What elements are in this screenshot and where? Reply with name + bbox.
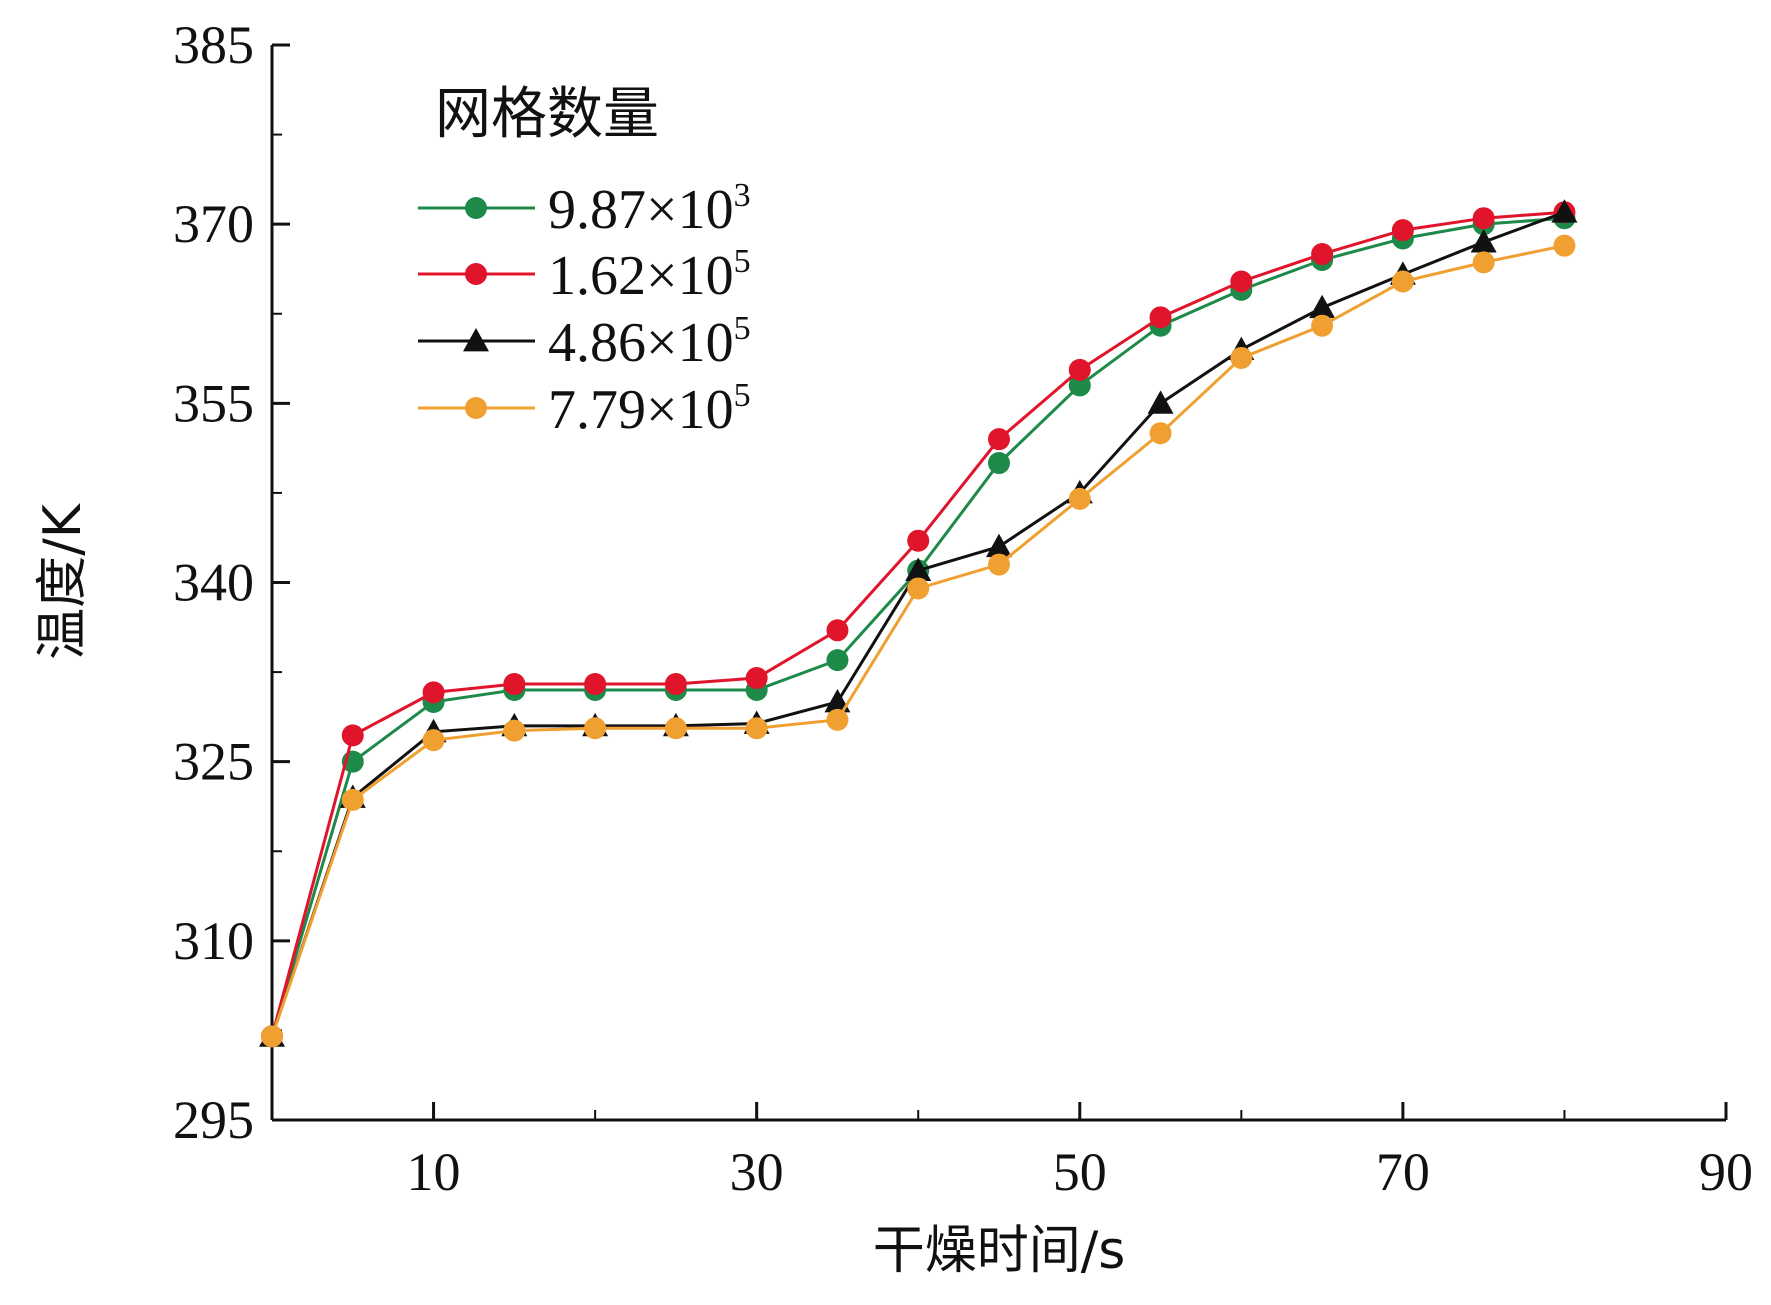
data-point bbox=[988, 553, 1010, 576]
y-tick-label: 325 bbox=[173, 732, 254, 792]
data-point bbox=[986, 533, 1012, 558]
data-point bbox=[341, 724, 364, 747]
data-point bbox=[824, 688, 851, 713]
axes bbox=[270, 45, 1726, 1122]
data-point bbox=[1230, 270, 1253, 293]
legend-swatch-marker bbox=[465, 263, 487, 285]
x-tick-label: 30 bbox=[730, 1142, 784, 1202]
data-point bbox=[664, 673, 687, 696]
legend-item: 1.62×105 bbox=[418, 243, 751, 307]
x-axis-label: 干燥时间/s bbox=[873, 1221, 1126, 1281]
data-point bbox=[1391, 219, 1414, 242]
data-point bbox=[988, 428, 1010, 451]
series-layer bbox=[259, 199, 1578, 1048]
data-point bbox=[745, 717, 768, 740]
data-point bbox=[1311, 314, 1334, 337]
data-point bbox=[745, 667, 768, 690]
data-point bbox=[1551, 199, 1578, 223]
legend-label: 4.86×105 bbox=[548, 310, 751, 374]
legend-swatch-marker bbox=[465, 197, 487, 219]
data-point bbox=[826, 708, 849, 731]
legend-label: 7.79×105 bbox=[548, 377, 751, 441]
data-point bbox=[664, 717, 687, 740]
data-point bbox=[1230, 346, 1253, 369]
y-tick-label: 310 bbox=[173, 911, 254, 971]
x-tick-label: 70 bbox=[1376, 1142, 1430, 1202]
legend-label: 1.62×105 bbox=[548, 243, 751, 307]
legend-label: 9.87×103 bbox=[548, 177, 751, 241]
y-tick-label: 370 bbox=[173, 194, 254, 254]
data-point bbox=[826, 619, 849, 642]
data-point bbox=[422, 729, 445, 752]
data-point bbox=[826, 649, 849, 672]
series-2 bbox=[261, 201, 1576, 1048]
ticks: 295 310 325 340 355 370 385 10 30 50 70 90 bbox=[173, 15, 1753, 1202]
series-line bbox=[270, 244, 1565, 1037]
legend-title: 网格数量 bbox=[435, 82, 659, 147]
series-line bbox=[270, 210, 1565, 1037]
legend-item: 9.87×103 bbox=[418, 177, 751, 241]
x-tick-label: 10 bbox=[407, 1142, 461, 1202]
y-axis-label: 温度/K bbox=[33, 502, 93, 660]
data-point bbox=[1149, 422, 1172, 445]
data-point bbox=[1553, 234, 1576, 257]
legend-item: 7.79×105 bbox=[418, 377, 751, 441]
data-point bbox=[1068, 487, 1091, 510]
legend-swatch-marker bbox=[465, 397, 487, 419]
data-point bbox=[1149, 306, 1172, 329]
legend-item: 4.86×105 bbox=[418, 310, 751, 374]
data-point bbox=[988, 452, 1010, 475]
y-tick-label: 385 bbox=[173, 15, 254, 75]
series-3 bbox=[259, 199, 1578, 1047]
legend-swatch-marker bbox=[463, 328, 489, 352]
data-point bbox=[1311, 243, 1334, 266]
y-tick-label: 295 bbox=[173, 1090, 254, 1150]
data-point bbox=[422, 681, 445, 704]
data-point bbox=[907, 529, 930, 552]
x-tick-label: 90 bbox=[1699, 1142, 1753, 1202]
data-point bbox=[907, 577, 930, 600]
y-tick-label: 340 bbox=[173, 553, 254, 613]
data-point bbox=[1391, 270, 1414, 293]
data-point bbox=[1472, 207, 1495, 230]
data-point bbox=[1470, 229, 1497, 253]
data-point bbox=[905, 557, 932, 581]
data-point bbox=[1068, 374, 1091, 397]
data-point bbox=[1068, 358, 1091, 381]
data-point bbox=[1472, 251, 1495, 274]
data-point bbox=[1309, 294, 1336, 319]
y-tick-label: 355 bbox=[173, 373, 254, 433]
series-line bbox=[270, 210, 1565, 1037]
data-point bbox=[503, 719, 526, 742]
x-tick-label: 50 bbox=[1053, 1142, 1107, 1202]
data-point bbox=[261, 1025, 283, 1048]
series-1 bbox=[261, 207, 1576, 1048]
data-point bbox=[584, 717, 607, 740]
series-4 bbox=[261, 234, 1576, 1048]
data-point bbox=[341, 788, 364, 811]
data-point bbox=[503, 673, 526, 696]
data-point bbox=[584, 673, 607, 696]
data-point bbox=[1147, 390, 1174, 414]
